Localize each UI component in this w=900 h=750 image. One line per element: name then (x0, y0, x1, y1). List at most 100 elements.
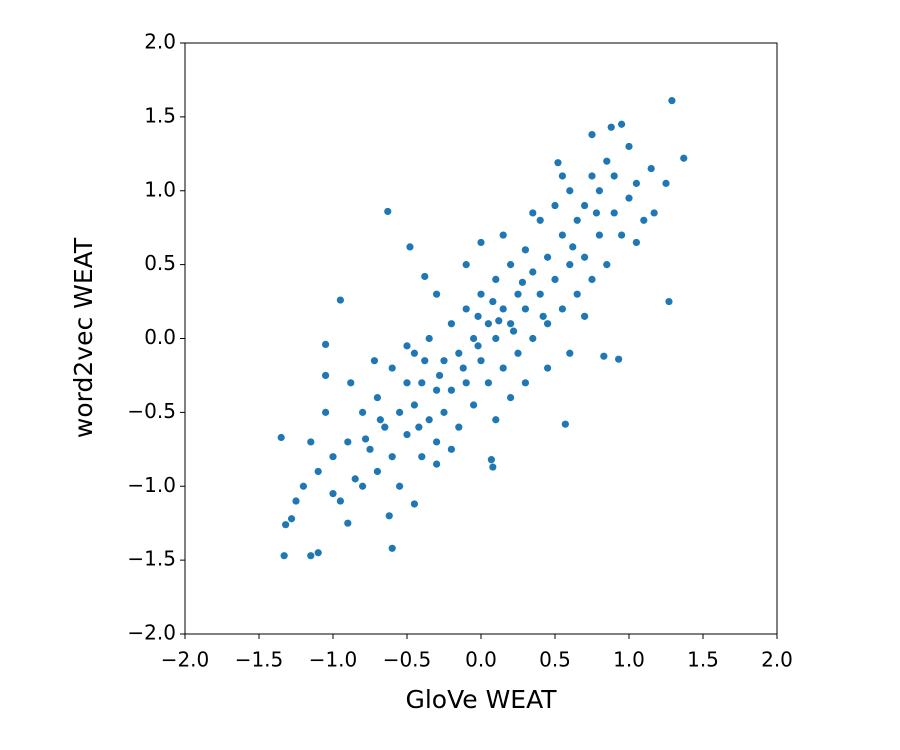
point (359, 408, 367, 416)
point (433, 290, 441, 298)
x-axis-label: GloVe WEAT (405, 685, 557, 714)
point (322, 371, 330, 380)
point (477, 238, 485, 247)
point (489, 297, 497, 306)
point (455, 423, 463, 431)
point (581, 201, 589, 210)
plot-frame (184, 42, 778, 635)
y-tick-label: 2.0 (144, 30, 176, 54)
point (544, 253, 552, 261)
x-tick-label: −0.5 (383, 648, 432, 672)
point (433, 460, 441, 468)
y-tick-label: 0.5 (144, 251, 176, 275)
point (277, 433, 285, 442)
point (447, 445, 455, 453)
point (521, 379, 530, 387)
point (662, 179, 670, 187)
point (595, 187, 604, 195)
point (558, 305, 567, 313)
point (381, 423, 389, 431)
y-tick-label: −1.5 (127, 547, 176, 571)
point (447, 386, 455, 394)
point (592, 209, 601, 217)
point (336, 296, 344, 304)
point (462, 379, 470, 387)
point (521, 305, 530, 313)
point (433, 386, 441, 394)
point (640, 216, 648, 224)
point (566, 261, 574, 269)
point (495, 317, 503, 325)
point (484, 379, 492, 387)
point (425, 334, 433, 343)
point (507, 394, 515, 402)
point (487, 456, 495, 464)
point (314, 467, 322, 476)
point (509, 327, 518, 335)
point (421, 357, 429, 365)
x-tick-label: 0.0 (465, 648, 497, 672)
point (618, 231, 626, 239)
point (518, 278, 527, 286)
point (632, 179, 641, 187)
point (299, 482, 307, 490)
point (384, 207, 392, 216)
x-tick-label: 1.0 (613, 648, 645, 672)
x-tick-label: 0.5 (539, 648, 571, 672)
point (307, 438, 315, 446)
point (499, 305, 507, 313)
point (440, 357, 448, 365)
point (566, 349, 574, 357)
y-tick-label: −2.0 (127, 621, 176, 645)
point (665, 297, 673, 306)
point (440, 408, 448, 416)
point (680, 154, 688, 162)
point (280, 552, 288, 560)
point (388, 453, 396, 461)
point (459, 364, 467, 372)
point (544, 320, 552, 328)
point (558, 172, 567, 180)
point (544, 364, 552, 372)
point (477, 290, 485, 298)
point (344, 519, 352, 527)
point (610, 209, 618, 217)
y-axis-label: word2vec WEAT (69, 237, 98, 438)
point (425, 416, 433, 424)
point (507, 320, 515, 328)
point (388, 364, 396, 372)
point (484, 320, 492, 328)
point (403, 430, 411, 439)
x-tick-label: −1.5 (235, 648, 284, 672)
point (573, 290, 581, 298)
point (474, 342, 482, 350)
y-tick-label: 1.0 (144, 177, 176, 201)
point (581, 312, 589, 320)
point (561, 420, 569, 428)
point (336, 497, 344, 505)
point (396, 482, 404, 490)
x-tick-label: 1.5 (687, 648, 719, 672)
y-tick-label: 0.0 (144, 325, 176, 349)
point (462, 261, 470, 269)
point (307, 552, 315, 560)
point (632, 238, 641, 247)
point (610, 172, 618, 180)
point (477, 357, 485, 365)
point (322, 408, 330, 416)
point (329, 490, 337, 498)
point (558, 231, 567, 239)
point (359, 482, 367, 490)
point (551, 201, 559, 210)
point (406, 243, 414, 251)
x-tick-label: −1.0 (309, 648, 358, 672)
point (329, 453, 337, 461)
point (492, 416, 500, 424)
point (529, 334, 537, 343)
point (492, 275, 500, 283)
y-tick-label: −1.0 (127, 473, 176, 497)
point (410, 349, 418, 357)
point (474, 312, 482, 320)
point (507, 261, 515, 269)
